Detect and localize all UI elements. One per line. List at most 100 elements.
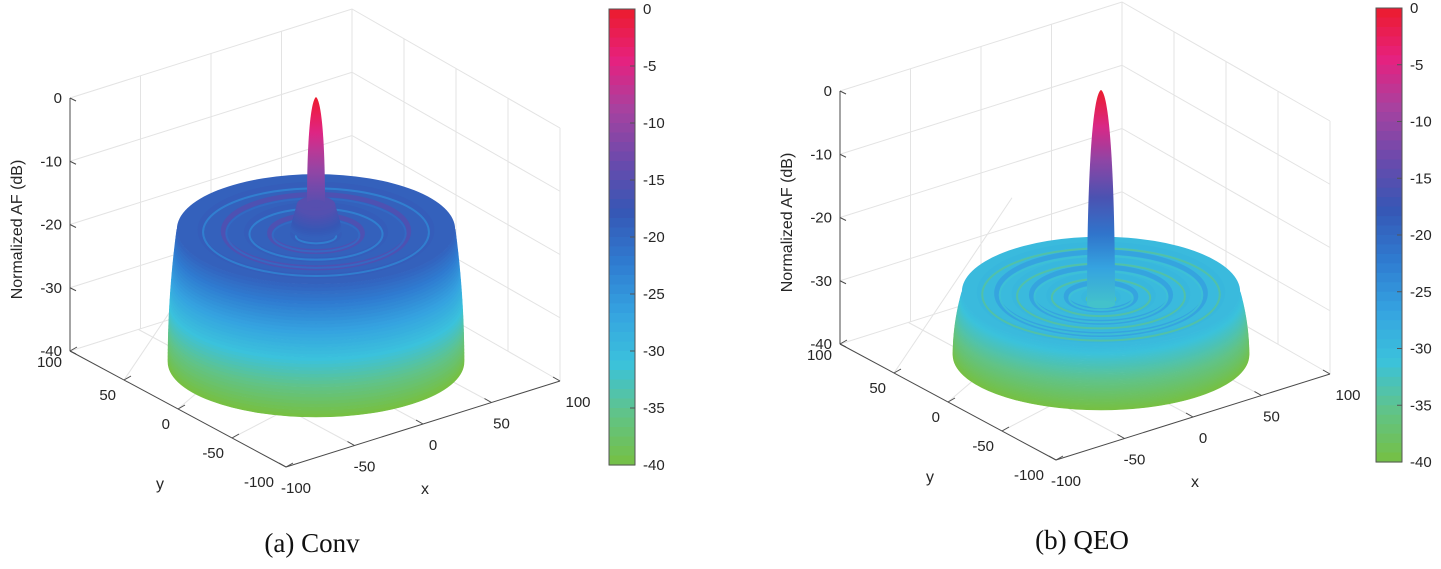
colorbar-segment	[609, 170, 635, 181]
colorbar-segment	[609, 284, 635, 295]
z-tick-label: -40	[810, 336, 832, 353]
colorbar-segment	[1376, 272, 1402, 283]
x-tick-label: -100	[281, 480, 311, 497]
colorbar-segment	[609, 9, 635, 20]
caption-a: (a) Conv	[264, 528, 360, 558]
colorbar-tick-label: -20	[643, 229, 665, 246]
main-lobe	[307, 97, 325, 204]
x-tick-label: -50	[354, 459, 376, 476]
y-tick-label: -50	[972, 438, 994, 455]
y-tick-label: -50	[202, 445, 224, 462]
z-axis-label: Normalized AF (dB)	[779, 153, 796, 293]
colorbar-segment	[609, 360, 635, 371]
main-lobe	[1087, 90, 1115, 305]
z-axis-label: Normalized AF (dB)	[9, 160, 26, 300]
colorbar-segment	[1376, 112, 1402, 123]
x-tick-label: 50	[1263, 409, 1280, 426]
z-tick-label: -30	[40, 280, 62, 297]
colorbar-segment	[609, 446, 635, 457]
colorbar-segment	[1376, 376, 1402, 387]
colorbar-segment	[1376, 395, 1402, 406]
colorbar-tick-label: -40	[1410, 454, 1432, 471]
colorbar-tick-label: -25	[1410, 284, 1432, 301]
colorbar-segment	[1376, 414, 1402, 425]
colorbar-segment	[1376, 168, 1402, 179]
colorbar-segment	[609, 18, 635, 29]
colorbar-segment	[1376, 130, 1402, 142]
colorbar-segment	[1376, 187, 1402, 198]
colorbar-segment	[1376, 45, 1402, 56]
colorbar-tick-label: -15	[1410, 170, 1432, 187]
colorbar-segment	[1376, 320, 1402, 331]
colorbar-segment	[1376, 367, 1402, 378]
z-tick-label: 0	[54, 90, 62, 107]
z-tick-label: 0	[824, 83, 832, 100]
colorbar-segment	[1376, 329, 1402, 340]
colorbar-segment	[1376, 216, 1402, 227]
colorbar-segment	[609, 151, 635, 162]
y-tick-label: -100	[244, 474, 274, 491]
colorbar-segment	[1376, 443, 1402, 454]
colorbar-segment	[1376, 301, 1402, 312]
colorbar-segment	[1376, 452, 1402, 463]
colorbar-segment	[609, 132, 635, 143]
x-tick-label: 50	[493, 416, 510, 433]
colorbar-segment	[1376, 433, 1402, 444]
colorbar-tick-label: -5	[1410, 57, 1423, 74]
colorbar-segment	[609, 275, 635, 286]
y-tick-label: -100	[1014, 467, 1044, 484]
colorbar-segment	[609, 199, 635, 210]
colorbar-segment	[609, 370, 635, 381]
y-axis-label: y	[926, 469, 934, 486]
y-tick-label: 100	[807, 347, 832, 364]
colorbar-tick-label: -5	[643, 58, 656, 75]
colorbar-segment	[609, 322, 635, 333]
x-tick-label: 100	[565, 394, 590, 411]
colorbar-segment	[1376, 36, 1402, 47]
colorbar-segment	[1376, 310, 1402, 321]
colorbar-tick-label: -10	[643, 115, 665, 132]
colorbar-segment	[609, 455, 635, 466]
colorbar-segment	[609, 389, 635, 400]
colorbar-segment	[609, 436, 635, 447]
x-tick-label: -100	[1051, 473, 1081, 490]
colorbar-tick-label: -20	[1410, 227, 1432, 244]
caption-b: (b) QEO	[1035, 525, 1129, 555]
surface	[952, 90, 1250, 411]
colorbar-segment	[1376, 178, 1402, 189]
colorbar-segment	[1376, 405, 1402, 416]
colorbar-segment	[1376, 282, 1402, 293]
colorbar-segment	[609, 427, 635, 438]
colorbar-segment	[609, 408, 635, 419]
colorbar-segment	[609, 37, 635, 48]
colorbar-segment	[609, 265, 635, 276]
colorbar-segment	[1376, 140, 1402, 151]
colorbar-segment	[1376, 55, 1402, 66]
colorbar-tick-label: -25	[643, 286, 665, 303]
colorbar-segment	[1376, 8, 1402, 19]
colorbar-tick-label: -10	[1410, 114, 1432, 131]
colorbar-segment	[609, 246, 635, 257]
y-axis-label: y	[156, 476, 164, 493]
colorbar-segment	[609, 351, 635, 362]
colorbar-segment	[609, 161, 635, 172]
colorbar-segment	[1376, 263, 1402, 274]
colorbar-segment	[609, 398, 635, 409]
colorbar-segment	[1376, 386, 1402, 397]
colorbar-segment	[609, 104, 635, 115]
colorbar-segment	[1376, 121, 1402, 132]
x-axis-label: x	[421, 481, 429, 498]
colorbar-tick-label: 0	[1410, 0, 1418, 17]
colorbar-segment	[1376, 197, 1402, 208]
colorbar-segment	[609, 341, 635, 352]
colorbar-segment	[609, 47, 635, 58]
colorbar-segment	[1376, 357, 1402, 369]
colorbar-segment	[1376, 235, 1402, 246]
z-tick-label: -30	[810, 273, 832, 290]
colorbar-tick-label: 0	[643, 1, 651, 18]
